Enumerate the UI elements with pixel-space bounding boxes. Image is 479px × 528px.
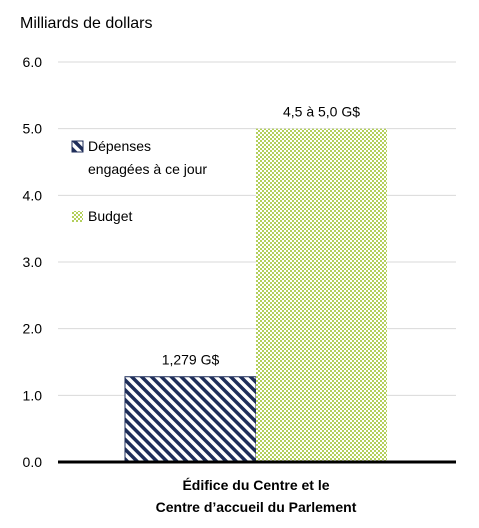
legend: Dépenses engagées à ce jour Budget [71,138,207,224]
bars [124,128,387,463]
category-label-line: Édifice du Centre et le [182,477,329,493]
legend-swatch [71,140,84,153]
y-axis-ticks: 0.0 1.0 2.0 3.0 4.0 5.0 6.0 [23,54,43,470]
y-tick-label: 5.0 [23,121,43,137]
category-label-line: Centre d’accueil du Parlement [156,499,357,515]
y-tick-label: 3.0 [23,254,43,270]
chart-title: Milliards de dollars [20,15,153,32]
y-tick-label: 4.0 [23,187,43,203]
data-label: 1,279 G$ [162,352,220,368]
y-tick-label: 0.0 [23,454,43,470]
legend-swatch [72,211,83,222]
category-label: Édifice du Centre et le Centre d’accueil … [156,477,357,515]
bar-depenses [124,376,257,463]
y-tick-label: 1.0 [23,387,43,403]
y-tick-label: 6.0 [23,54,43,70]
data-labels: 1,279 G$ 4,5 à 5,0 G$ [162,104,361,368]
data-label: 4,5 à 5,0 G$ [283,104,360,120]
y-tick-label: 2.0 [23,321,43,337]
legend-label: Budget [88,208,132,224]
legend-label: engagées à ce jour [88,161,207,177]
bar-budget [256,128,387,462]
legend-label: Dépenses [88,138,151,154]
